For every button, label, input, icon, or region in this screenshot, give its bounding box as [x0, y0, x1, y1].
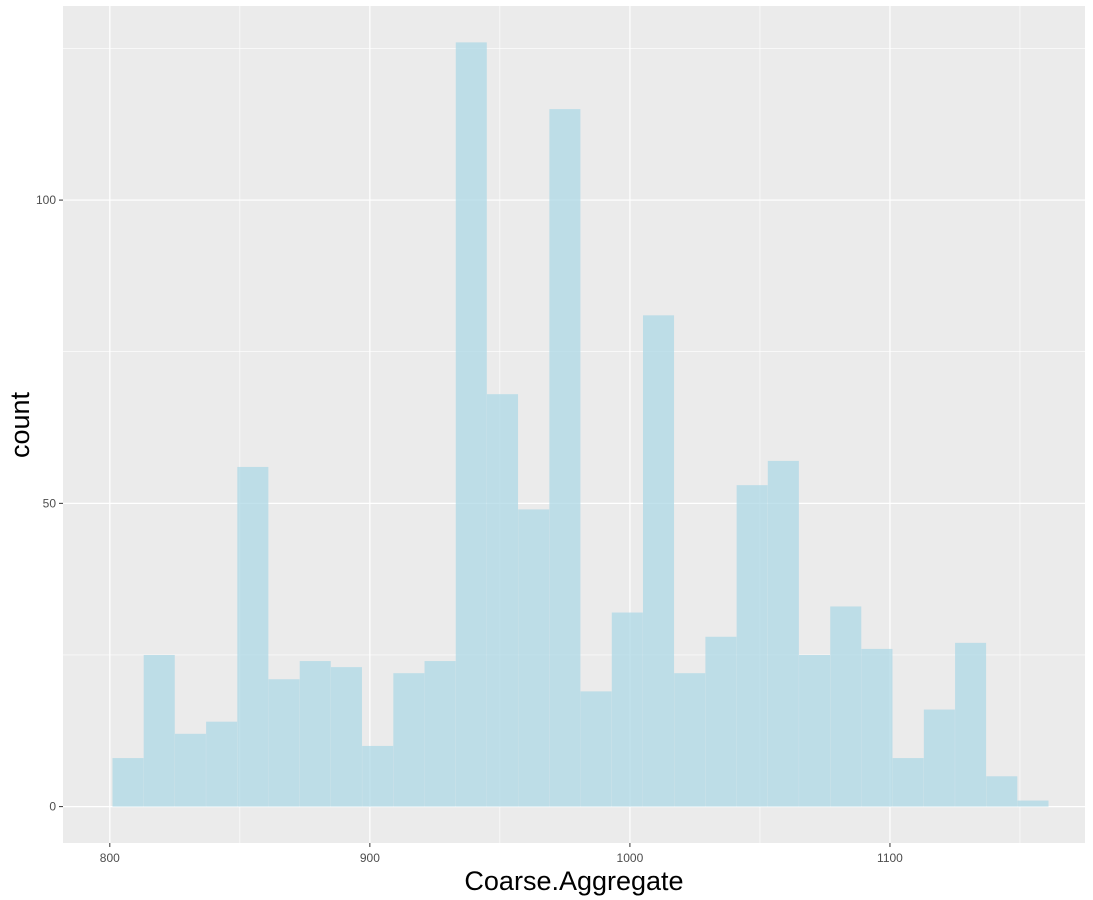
y-axis-ticks: 0 50 100 — [36, 193, 63, 814]
histogram-bar — [268, 679, 300, 807]
x-tick-label: 800 — [100, 851, 120, 865]
histogram-bar — [986, 776, 1018, 807]
histogram-bar — [424, 661, 456, 807]
histogram-bar — [611, 612, 643, 807]
histogram-bar — [674, 673, 706, 807]
histogram-bar — [642, 315, 675, 807]
y-axis-title: count — [5, 391, 35, 458]
histogram-bar — [112, 758, 144, 807]
histogram-bar — [455, 42, 487, 807]
x-axis-title: Coarse.Aggregate — [464, 866, 683, 896]
histogram-bar — [299, 661, 331, 807]
y-tick-label: 0 — [49, 800, 56, 814]
histogram-bar — [330, 667, 362, 807]
histogram-bar — [486, 394, 519, 807]
x-axis-ticks: 800 900 1000 1100 — [100, 843, 903, 865]
x-tick-label: 1000 — [617, 851, 644, 865]
histogram-bar — [143, 654, 175, 807]
histogram-bar — [799, 654, 831, 807]
histogram-bar — [518, 509, 550, 807]
histogram-bar — [549, 109, 581, 807]
histogram-bar — [1017, 800, 1049, 807]
histogram-bar — [237, 466, 269, 807]
bars-group — [112, 42, 1049, 807]
histogram-bar — [830, 606, 862, 807]
histogram-bar — [174, 733, 206, 807]
y-tick-label: 100 — [36, 193, 56, 207]
histogram-bar — [705, 636, 737, 807]
histogram-bar — [892, 758, 924, 807]
histogram-bar — [767, 460, 799, 807]
histogram-bar — [393, 673, 425, 807]
histogram-bar — [736, 485, 768, 807]
y-tick-label: 50 — [43, 496, 57, 510]
histogram-bar — [206, 721, 238, 807]
histogram-bar — [955, 642, 987, 807]
histogram-bar — [861, 648, 893, 807]
histogram-bar — [923, 709, 955, 807]
x-tick-label: 900 — [360, 851, 380, 865]
histogram-bar — [580, 691, 612, 807]
histogram-bar — [362, 745, 394, 807]
x-tick-label: 1100 — [877, 851, 903, 865]
